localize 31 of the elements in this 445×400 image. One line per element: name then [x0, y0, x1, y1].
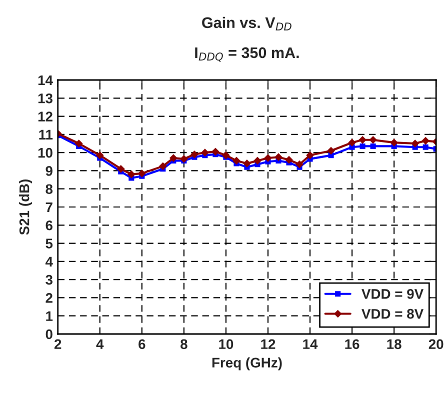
y-tick-label: 13: [38, 93, 52, 104]
y-tick-label: 6: [46, 220, 52, 230]
y-tick-label: 7: [46, 202, 52, 212]
x-tick-label: 12: [261, 339, 276, 349]
y-tick-label: 2: [46, 293, 52, 303]
chart-subtitle: I$_{DDQ}$ = 350 mA.: [195, 47, 299, 62]
x-tick-label: 18: [387, 339, 402, 350]
x-tick-label: 14: [303, 339, 318, 349]
x-tick-label: 8: [180, 339, 188, 350]
y-tick-label: 4: [45, 256, 53, 266]
x-tick-label: 4: [96, 339, 104, 349]
y-tick-label: 9: [46, 166, 52, 176]
y-tick-label: 1: [46, 311, 53, 321]
y-tick-label: 8: [46, 184, 53, 194]
y-axis-title: S21 (dB): [19, 180, 32, 235]
x-tick-label: 2: [54, 339, 62, 349]
y-tick-label: 10: [38, 148, 52, 158]
chart-title: Gain vs. V$_{DD}$: [202, 16, 292, 30]
x-tick-label: 6: [138, 339, 146, 350]
y-tick-label: 3: [46, 274, 52, 285]
x-axis-title: Freq (GHz): [212, 357, 282, 370]
x-tick-label: 16: [345, 339, 360, 350]
x-tick-label: 10: [219, 339, 234, 350]
y-tick-label: 12: [38, 112, 52, 122]
legend-label: VDD = 9V: [362, 289, 424, 299]
y-tick-label: 0: [46, 329, 52, 340]
y-tick-label: 11: [39, 130, 53, 140]
y-tick-label: 5: [46, 238, 53, 248]
y-tick-label: 14: [38, 75, 53, 86]
x-tick-label: 20: [428, 339, 444, 350]
legend-label: VDD = 8V: [362, 308, 424, 319]
